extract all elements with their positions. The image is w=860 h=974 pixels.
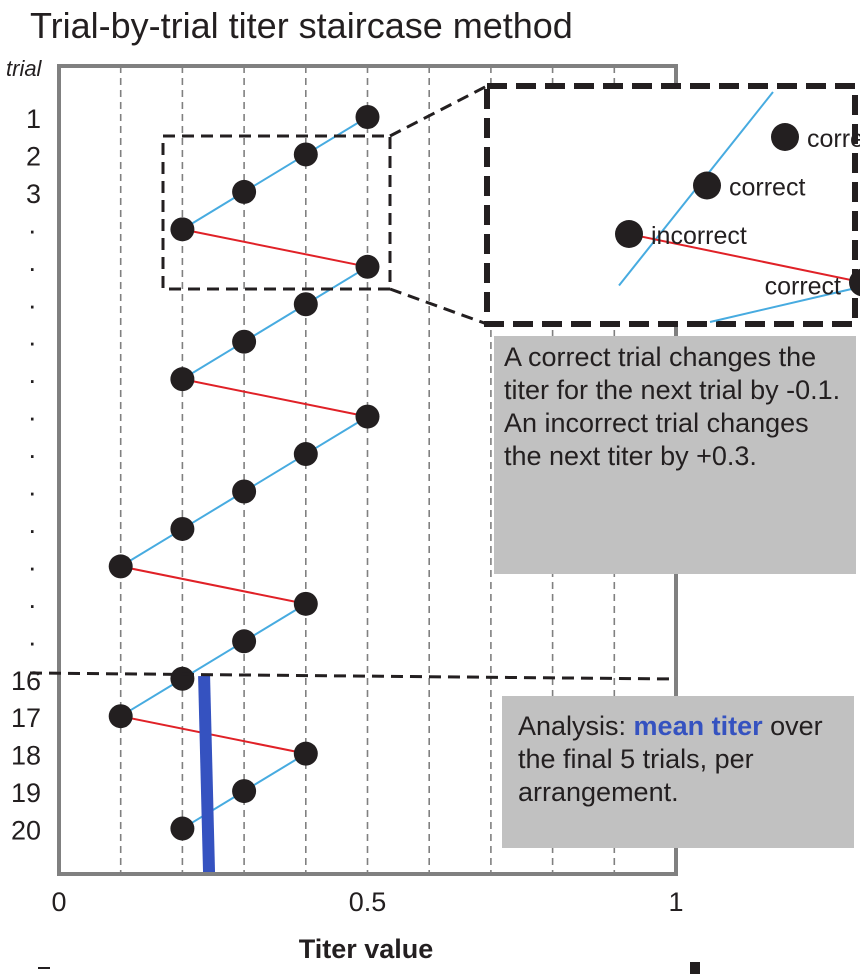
inset-label-4: correct — [765, 273, 841, 301]
step-line-7 — [181, 340, 245, 381]
info-text: A correct trial changes the titer for th… — [504, 342, 841, 471]
y-tick-label-5: . — [28, 247, 36, 277]
x-tick-label-0: 0 — [51, 887, 66, 917]
inset-panel — [484, 83, 858, 327]
step-line-16 — [120, 677, 183, 718]
trial-point-11 — [232, 479, 257, 504]
y-tick-label-1: 1 — [26, 104, 41, 134]
step-line-10 — [243, 453, 307, 493]
trial-point-7 — [232, 329, 257, 354]
trial-point-8 — [170, 367, 195, 392]
y-tick-label-16: 16 — [11, 666, 41, 696]
y-tick-label-7: . — [28, 322, 36, 352]
inset-line-incorrect — [628, 233, 860, 283]
inset-point-1 — [771, 123, 799, 151]
y-tick-label-8: . — [28, 359, 36, 389]
analysis-prefix: Analysis: — [518, 711, 634, 741]
y-tick-label-6: . — [28, 284, 36, 314]
zoom-connector-top — [389, 84, 488, 138]
step-line-17 — [120, 715, 306, 755]
x-tick-label-1: 0.5 — [349, 887, 387, 917]
trial-point-4 — [170, 217, 195, 242]
y-axis-label: trial — [6, 56, 43, 81]
y-tick-label-9: . — [28, 397, 36, 427]
trial-point-9 — [355, 404, 380, 429]
y-tick-label-14: . — [28, 584, 36, 614]
trial-point-13 — [108, 554, 133, 579]
analysis-divider — [29, 671, 677, 681]
step-line-13 — [120, 565, 306, 605]
y-tick-label-10: . — [28, 434, 36, 464]
step-line-6 — [243, 303, 307, 343]
trial-point-5 — [355, 254, 380, 279]
corner-mark — [690, 962, 700, 974]
step-line-9 — [305, 415, 369, 455]
zoom-connector-bottom — [389, 287, 488, 326]
trial-point-2 — [293, 142, 318, 167]
step-line-3 — [181, 191, 245, 231]
y-tick-label-4: . — [28, 209, 36, 239]
inset-line-lower — [709, 286, 859, 323]
trial-point-18 — [293, 741, 318, 766]
y-tick-label-15: . — [28, 621, 36, 651]
inset-point-4 — [849, 268, 860, 297]
y-tick-label-2: 2 — [26, 141, 41, 171]
analysis-box: Analysis: mean titer over the final 5 tr… — [502, 696, 854, 848]
trial-point-17 — [108, 704, 133, 729]
trial-point-12 — [170, 516, 195, 541]
step-line-4 — [182, 228, 368, 268]
step-line-14 — [243, 602, 307, 643]
inset-point-3 — [615, 220, 643, 248]
inset-label-1: correct — [807, 125, 860, 153]
trial-point-20 — [170, 816, 195, 841]
inset-label-2: correct — [729, 174, 805, 202]
step-line-2 — [243, 153, 307, 193]
mean-titer-bar — [198, 675, 216, 875]
x-tick-label-2: 1 — [668, 887, 683, 917]
step-line-11 — [181, 490, 245, 530]
info-box: A correct trial changes the titer for th… — [494, 336, 856, 574]
step-line-15 — [181, 640, 245, 680]
y-tick-label-13: . — [28, 546, 36, 576]
y-tick-label-11: . — [28, 472, 36, 502]
analysis-highlight: mean titer — [633, 711, 763, 741]
inset-point-2 — [693, 171, 721, 200]
y-tick-label-17: 17 — [11, 703, 41, 733]
trial-point-3 — [232, 179, 257, 204]
x-axis-label: Titer value — [299, 934, 434, 964]
step-line-8 — [182, 378, 368, 418]
trial-point-1 — [355, 105, 380, 129]
chart-title: Trial-by-trial titer staircase method — [30, 5, 573, 46]
y-tick-label-18: 18 — [11, 741, 41, 771]
step-line-12 — [120, 528, 183, 568]
trial-point-16 — [170, 666, 195, 691]
trial-point-14 — [293, 591, 318, 616]
y-tick-label-12: . — [28, 509, 36, 539]
y-tick-label-20: 20 — [11, 816, 41, 846]
inset-label-3: incorrect — [651, 222, 747, 250]
step-line-18 — [243, 752, 307, 792]
trial-point-19 — [232, 779, 257, 804]
step-line-5 — [305, 265, 369, 306]
trial-point-10 — [293, 442, 318, 467]
trial-point-15 — [232, 629, 257, 654]
y-tick-label-3: 3 — [26, 179, 41, 209]
analysis-suffix: over the final 5 trials, per arrangement… — [518, 711, 823, 807]
trial-point-6 — [293, 292, 318, 317]
y-tick-label-19: 19 — [11, 778, 41, 808]
